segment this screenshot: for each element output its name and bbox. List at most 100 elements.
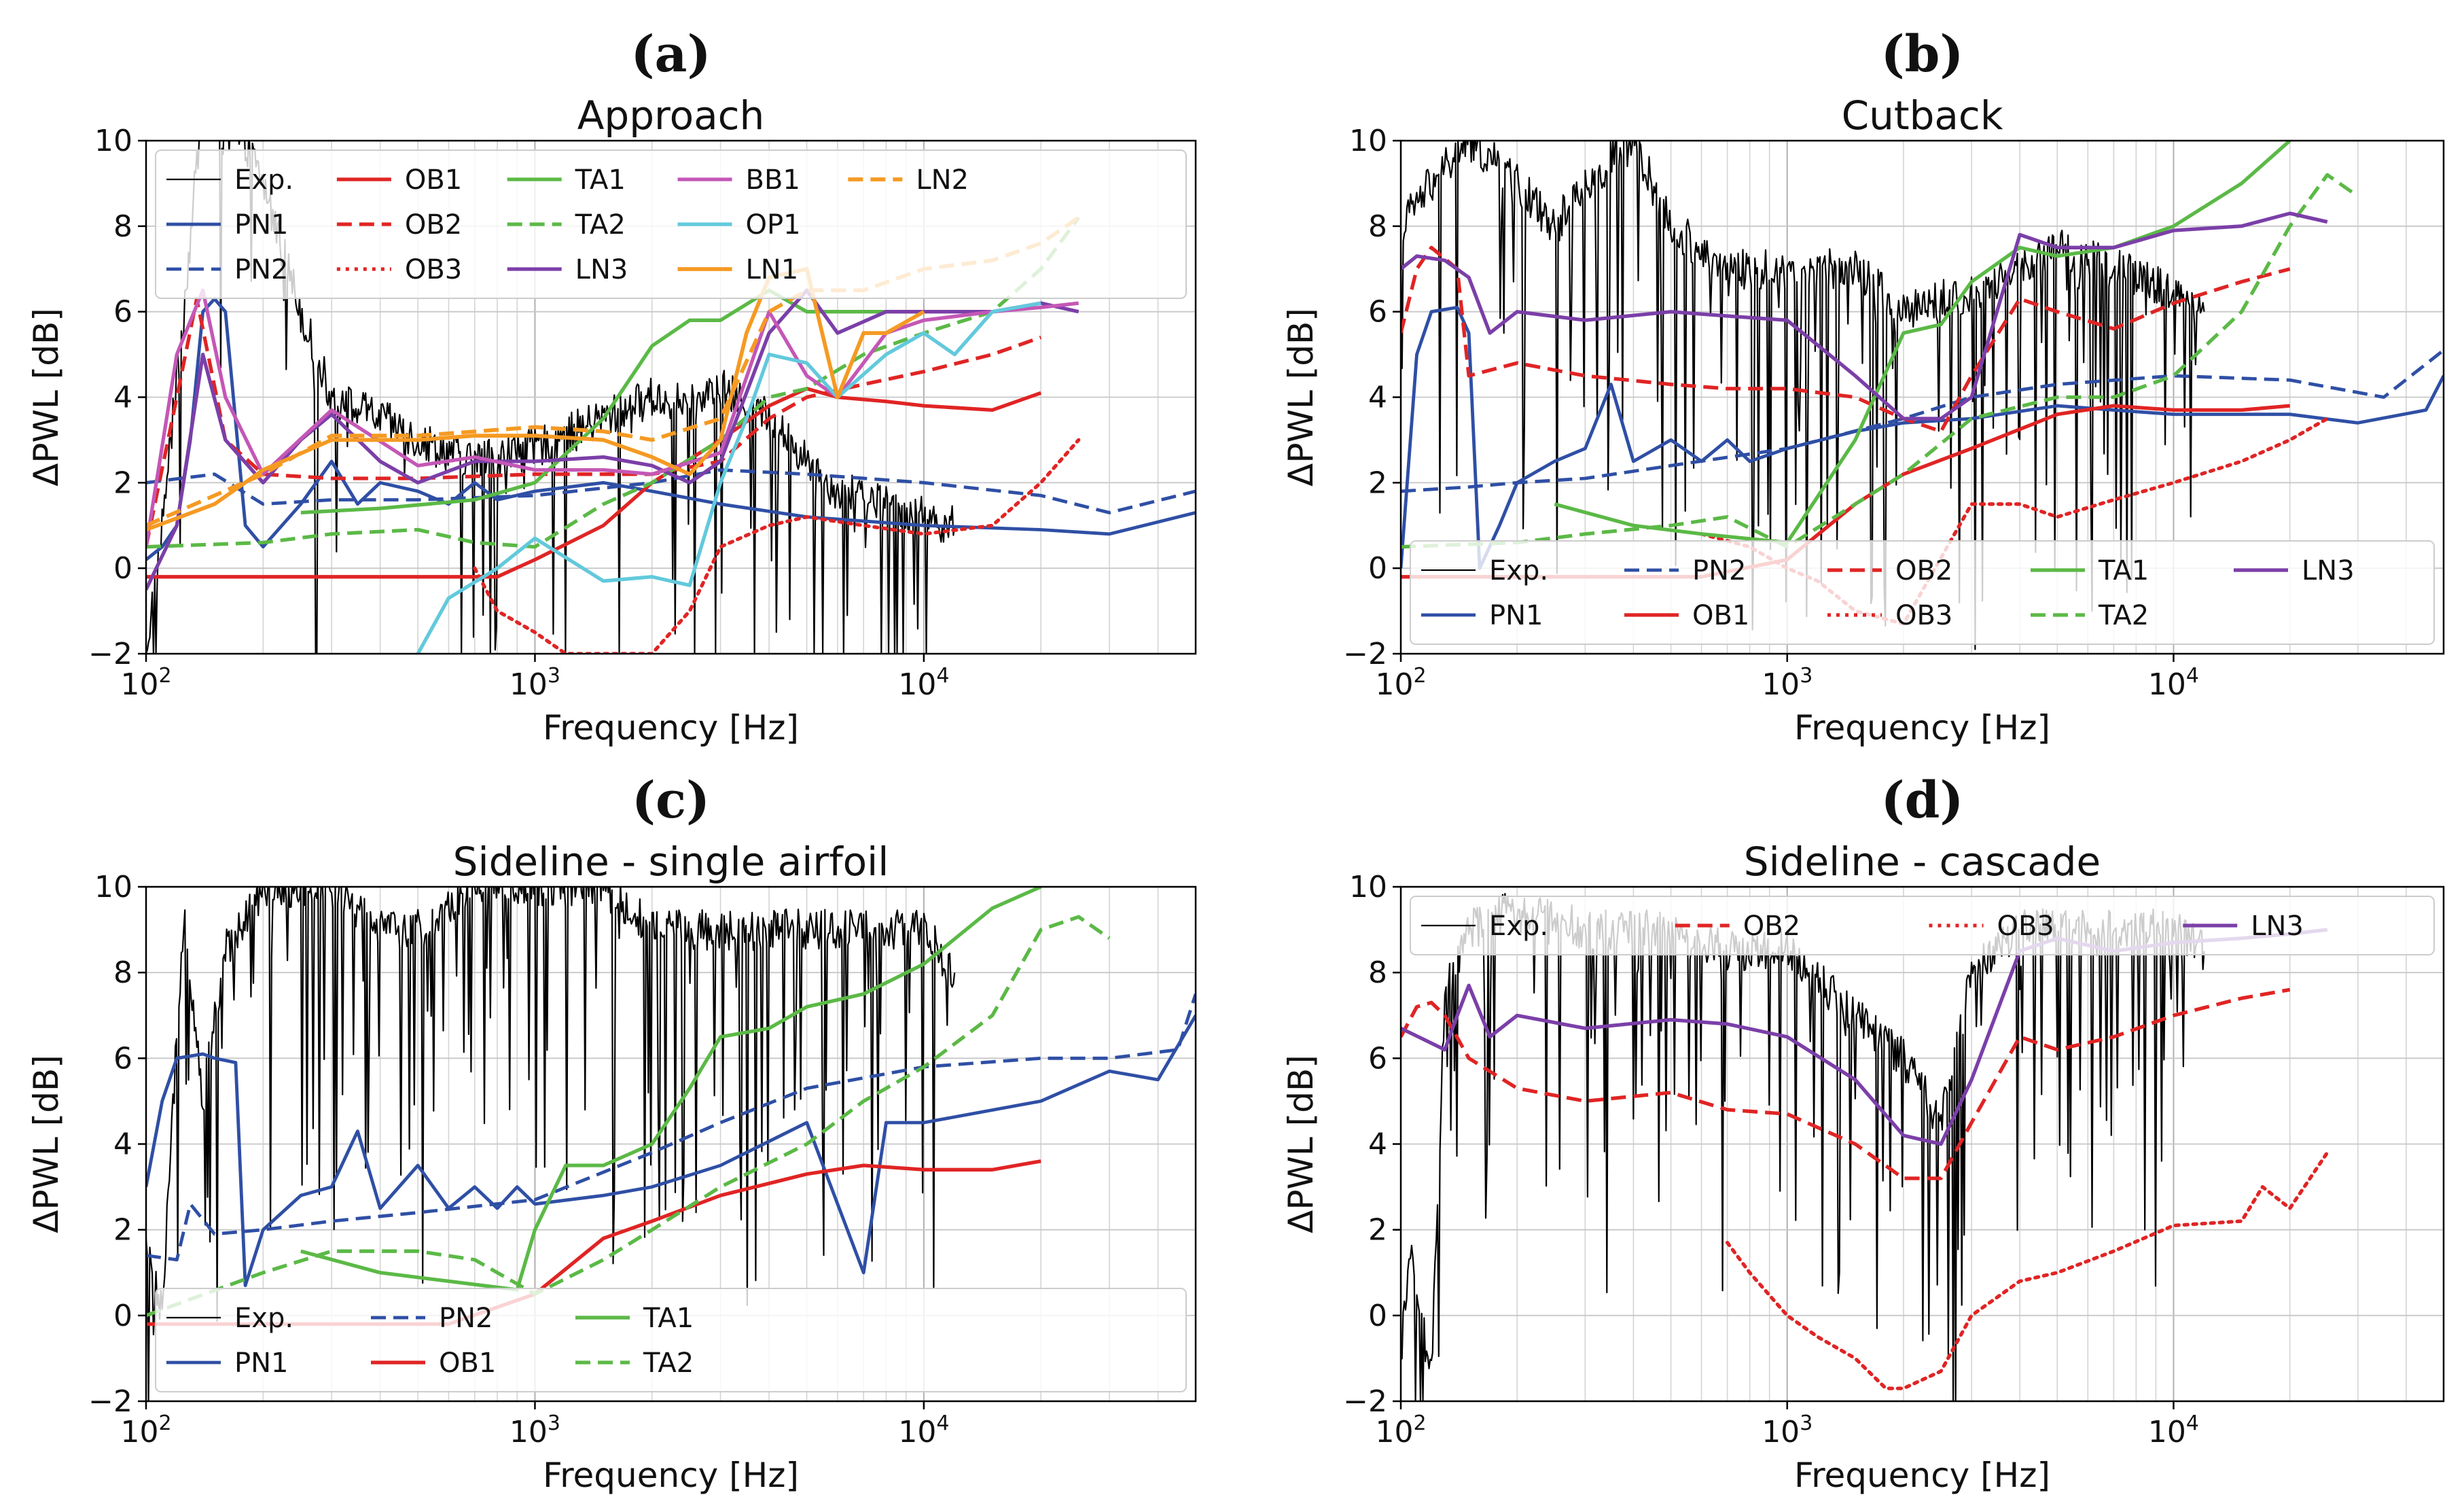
y-tick-label: 0 <box>113 1299 132 1333</box>
chart-title: Cutback <box>1842 92 2003 139</box>
legend-item: PN1 <box>166 1348 289 1379</box>
legend-label: LN1 <box>746 254 799 285</box>
legend-item: OB2 <box>336 209 462 241</box>
panel-c: (c) Sideline - single airfoil −2 0 2 4 6 8 10 102… <box>26 771 1197 1495</box>
legend-item: OB1 <box>336 164 462 196</box>
panel-b: (b) Cutback −2 0 2 4 6 8 10 102 103 104 Frequency [H… <box>1281 25 2445 748</box>
series-line-exp <box>1401 141 2205 650</box>
legend-item: OB2 <box>1675 911 1800 942</box>
x-tick-label: 104 <box>2148 1411 2199 1449</box>
legend-label: OB3 <box>405 254 462 285</box>
series-line-pn1 <box>146 297 1196 561</box>
x-tick-label: 102 <box>120 664 171 702</box>
y-tick-label: 4 <box>1368 1127 1387 1162</box>
series-line-ob2 <box>1401 245 2291 434</box>
legend-label: Exp. <box>234 1303 293 1334</box>
legend-label: OP1 <box>746 209 801 241</box>
panel-label: (b) <box>1881 25 1964 84</box>
legend-label: OB3 <box>1997 911 2054 942</box>
legend-label: TA1 <box>2098 555 2149 586</box>
legend-label: OB2 <box>1743 911 1800 942</box>
x-tick-label: 103 <box>1762 1411 1813 1449</box>
legend-label: OB2 <box>1895 555 1952 586</box>
legend-label: PN1 <box>234 209 289 241</box>
series-line-pn2 <box>146 993 1196 1262</box>
y-tick-label: 4 <box>113 381 132 415</box>
legend-label: LN3 <box>2302 555 2355 586</box>
chart-title: Sideline - single airfoil <box>453 839 889 885</box>
series-line-ob3 <box>1725 1150 2329 1390</box>
series-group <box>146 887 1196 1401</box>
legend-item: LN1 <box>677 254 799 285</box>
y-tick-label: 8 <box>113 209 132 244</box>
y-tick-label: 2 <box>113 465 132 500</box>
y-tick-label: 8 <box>1368 955 1387 990</box>
y-tick-label: 4 <box>1368 381 1387 415</box>
legend-item: LN2 <box>848 164 969 196</box>
y-tick-label: 6 <box>113 295 132 330</box>
series-group <box>146 141 1196 654</box>
series-line-ta2 <box>146 216 1080 549</box>
legend-item: PN2 <box>166 254 289 285</box>
legend-box <box>1410 896 2435 955</box>
legend-label: PN2 <box>1692 555 1747 586</box>
legend-label: TA2 <box>575 209 626 241</box>
x-axis-label: Frequency [Hz] <box>543 708 799 748</box>
legend-label: PN1 <box>1489 600 1543 631</box>
legend-item: Exp. <box>166 1303 293 1334</box>
x-tick-label: 102 <box>1375 1411 1426 1449</box>
legend: Exp. PN1 PN2 OB1 TA1 TA2 <box>155 1288 1187 1392</box>
legend-item: LN3 <box>2234 555 2355 586</box>
y-tick-label: 2 <box>1368 1213 1387 1248</box>
series-line-ta2 <box>146 915 1111 1318</box>
legend-item: PN2 <box>1624 555 1747 586</box>
series-line-ta1 <box>1554 141 2291 545</box>
legend-item: TA2 <box>507 209 626 241</box>
legend-label: PN2 <box>439 1303 493 1334</box>
legend-item: OP1 <box>677 209 801 241</box>
y-tick-label: 0 <box>1368 1299 1387 1333</box>
legend-item: OB3 <box>1827 600 1952 631</box>
panel-label: (c) <box>632 771 710 830</box>
chart-title: Approach <box>577 92 765 139</box>
legend-label: TA2 <box>643 1348 694 1379</box>
x-axis-label: Frequency [Hz] <box>1794 708 2050 748</box>
legend-item: TA2 <box>575 1348 694 1379</box>
legend-label: TA1 <box>575 164 626 196</box>
x-tick-label: 104 <box>2148 664 2199 702</box>
legend-item: OB3 <box>336 254 462 285</box>
y-tick-label: −2 <box>88 1384 132 1419</box>
x-tick-label: 102 <box>1375 664 1426 702</box>
x-tick-label: 104 <box>898 664 949 702</box>
y-tick-label: −2 <box>1343 1384 1387 1419</box>
series-line-pn2 <box>1401 349 2444 493</box>
legend-label: OB2 <box>405 209 462 241</box>
legend-box <box>1410 540 2435 645</box>
y-tick-label: 10 <box>94 124 132 158</box>
y-tick-label: 10 <box>1349 870 1387 904</box>
series-line-ta2 <box>1401 173 2359 549</box>
y-tick-label: 2 <box>1368 465 1387 500</box>
legend-label: Exp. <box>1489 555 1548 586</box>
legend: Exp. PN1 PN2 OB1 OB2 OB3 TA1 TA2 LN3 BB1 OP1 LN1 LN2 <box>155 150 1187 299</box>
x-tick-label: 103 <box>510 664 560 702</box>
legend-item: OB1 <box>1624 600 1749 631</box>
chart-title: Sideline - cascade <box>1744 839 2101 885</box>
legend-item: TA2 <box>2031 600 2149 631</box>
series-line-ta1 <box>300 288 924 515</box>
legend-box <box>155 150 1187 299</box>
y-tick-label: 4 <box>113 1127 132 1162</box>
y-tick-label: 8 <box>113 955 132 990</box>
panel-label: (a) <box>631 25 711 84</box>
legend-item: OB3 <box>1929 911 2054 942</box>
series-line-ob2 <box>1401 987 2291 1180</box>
panel-label: (d) <box>1881 771 1964 830</box>
panel-d: (d) Sideline - cascade −2 0 2 4 6 8 10 102 103 104 F… <box>1281 771 2445 1495</box>
legend-item: PN2 <box>371 1303 493 1334</box>
series-line-ln1 <box>146 266 925 532</box>
x-axis-label: Frequency [Hz] <box>543 1456 799 1495</box>
series-line-pn1 <box>146 1015 1196 1288</box>
x-tick-label: 104 <box>898 1411 949 1449</box>
legend-item: LN3 <box>2183 911 2304 942</box>
